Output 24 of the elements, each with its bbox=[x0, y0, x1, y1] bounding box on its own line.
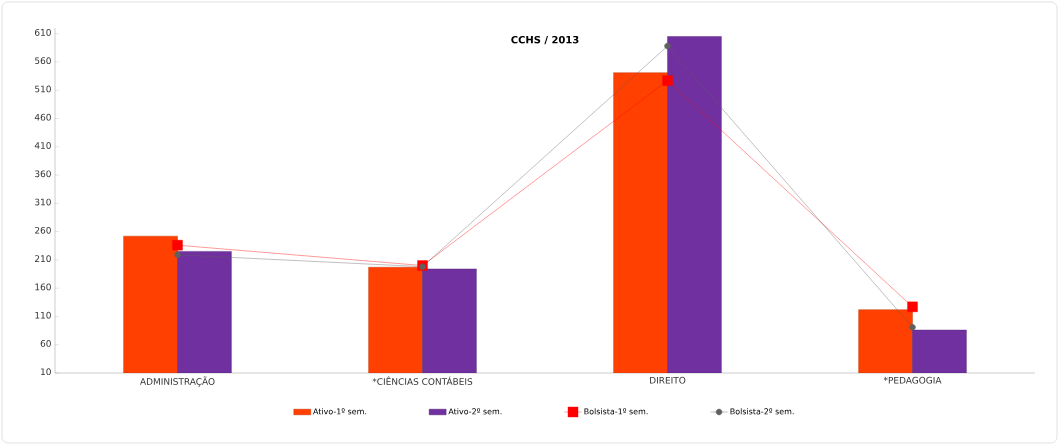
y-tick-label: 510 bbox=[35, 85, 51, 93]
y-tick-label: 210 bbox=[35, 255, 51, 262]
point bbox=[907, 301, 918, 313]
y-tick-label: 560 bbox=[35, 57, 51, 65]
point bbox=[662, 75, 673, 86]
y-tick-label: 10 bbox=[41, 368, 51, 376]
point bbox=[909, 323, 916, 331]
point bbox=[664, 42, 671, 50]
x-tick-label: *CIÊNCIAS CONTÁBEIS bbox=[372, 376, 473, 385]
x-tick-label: DIREITO bbox=[650, 376, 686, 384]
y-tick-label: 460 bbox=[34, 113, 51, 121]
x-tick-label: *PEDAGOGIA bbox=[883, 376, 942, 384]
y-tick-label: 260 bbox=[35, 226, 51, 234]
y-tick-label: 310 bbox=[35, 198, 51, 206]
y-tick-label: 60 bbox=[40, 340, 51, 347]
y-tick-label: 160 bbox=[35, 283, 51, 291]
y-tick-label: 610 bbox=[34, 28, 51, 36]
point bbox=[174, 251, 181, 258]
y-tick-label: 410 bbox=[34, 142, 51, 149]
point bbox=[172, 239, 183, 251]
x-tick-label: ADMINISTRAÇÃO bbox=[140, 376, 215, 387]
text: CCHS / 2013 bbox=[511, 35, 579, 45]
y-tick-label: 360 bbox=[35, 170, 51, 178]
y-tick-label: 110 bbox=[35, 311, 51, 319]
